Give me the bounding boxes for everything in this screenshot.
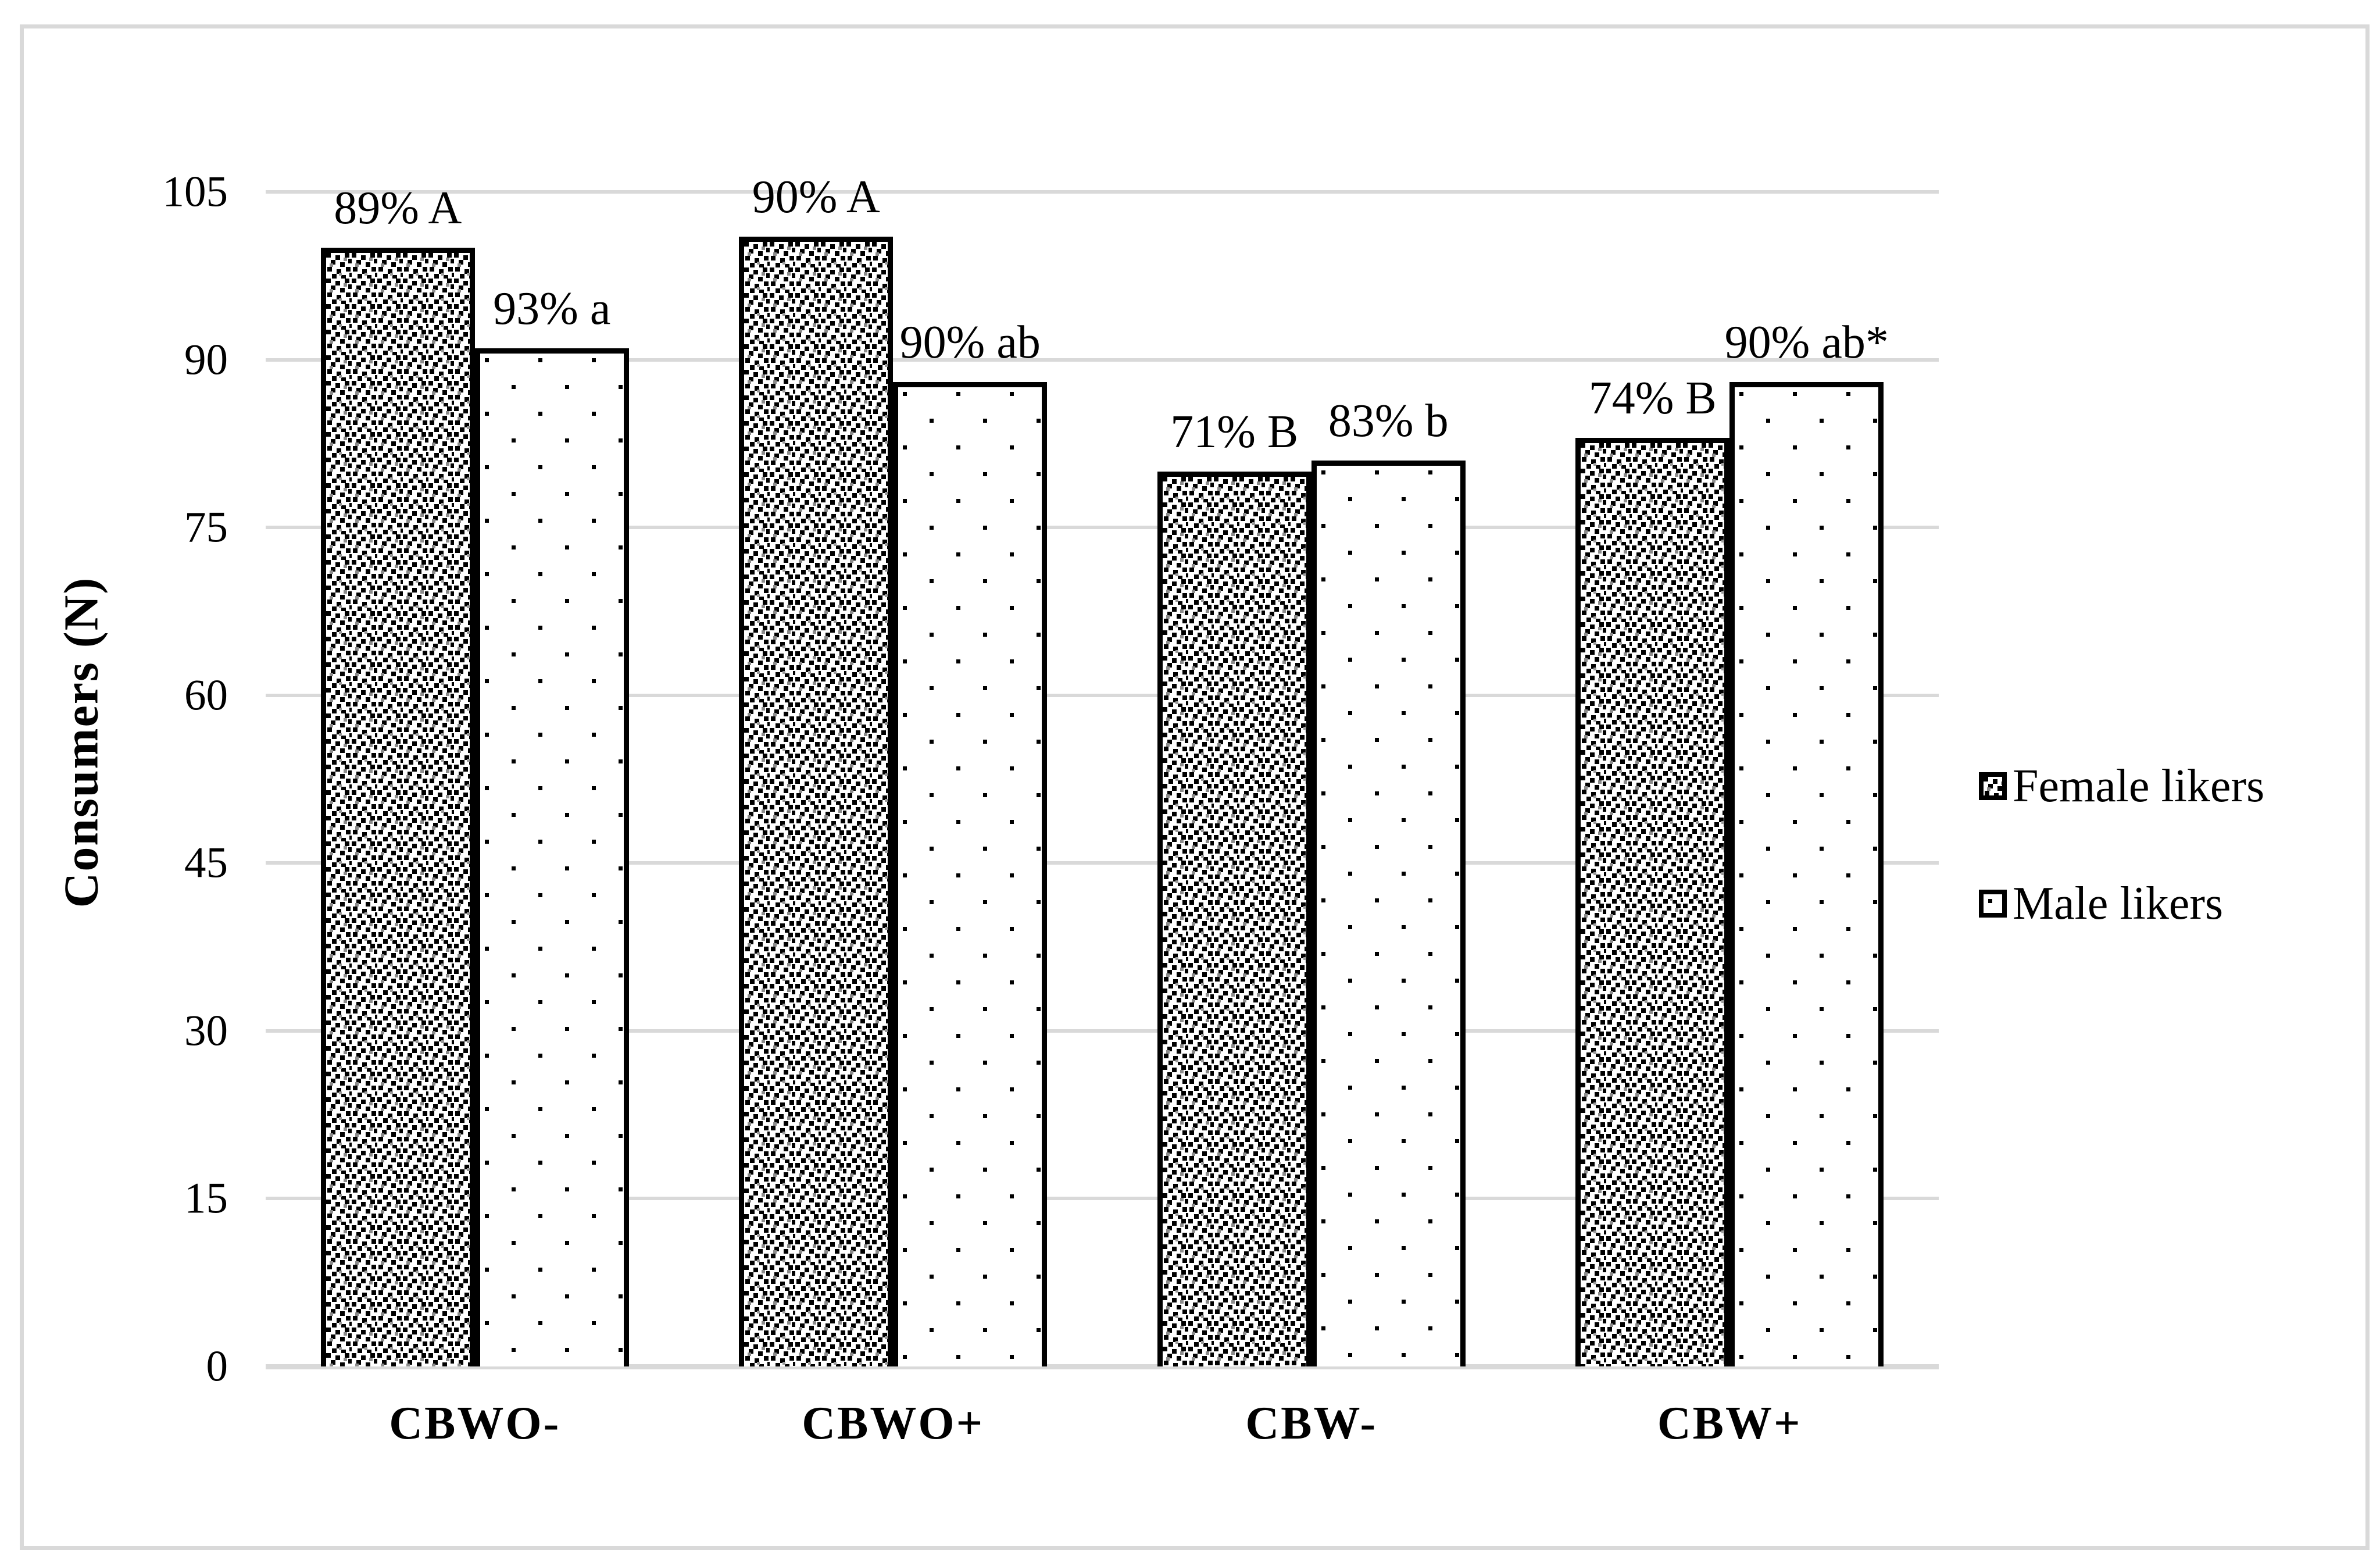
legend-swatch-male-pattern bbox=[1979, 890, 2007, 918]
x-category-label-CBW-: CBW- bbox=[1245, 1398, 1378, 1449]
gridline-y-75 bbox=[266, 526, 1939, 530]
legend-label-female: Female likers bbox=[2013, 761, 2265, 812]
x-category-label-CBWO+: CBWO+ bbox=[802, 1398, 985, 1449]
legend: Female likers Male likers bbox=[1979, 757, 2264, 933]
bar-value-label-male-CBWO-: 93% a bbox=[493, 283, 611, 335]
gridline-y-60 bbox=[266, 693, 1939, 697]
bar-value-label-female-CBWO-: 89% A bbox=[334, 183, 462, 234]
y-tick-label-105: 105 bbox=[162, 167, 228, 216]
x-category-label-CBW+: CBW+ bbox=[1657, 1398, 1802, 1449]
gridline-y-45 bbox=[266, 861, 1939, 865]
legend-label-male: Male likers bbox=[2013, 878, 2224, 929]
legend-item-female: Female likers bbox=[1979, 757, 2264, 815]
bar-male-CBWO+ bbox=[893, 382, 1048, 1366]
bar-value-label-male-CBW-: 83% b bbox=[1328, 395, 1449, 447]
x-category-label-CBWO-: CBWO- bbox=[389, 1398, 561, 1449]
bar-male-CBW- bbox=[1311, 460, 1466, 1366]
y-tick-label-30: 30 bbox=[184, 1007, 228, 1055]
y-tick-label-60: 60 bbox=[184, 671, 228, 720]
y-axis-title: Consumers (N) bbox=[54, 576, 109, 908]
y-tick-label-90: 90 bbox=[184, 336, 228, 384]
gridline-y-15 bbox=[266, 1197, 1939, 1201]
y-tick-label-15: 15 bbox=[184, 1174, 228, 1223]
bar-female-CBWO- bbox=[320, 248, 475, 1366]
bar-male-CBW+ bbox=[1729, 382, 1884, 1366]
bar-female-CBWO+ bbox=[739, 236, 894, 1366]
gridline-y-0 bbox=[266, 1364, 1939, 1369]
bar-value-label-female-CBW+: 74% B bbox=[1588, 373, 1717, 424]
bar-value-label-female-CBWO+: 90% A bbox=[752, 171, 880, 223]
gridline-y-105 bbox=[266, 190, 1939, 194]
bar-female-CBW+ bbox=[1575, 438, 1730, 1366]
legend-item-male: Male likers bbox=[1979, 875, 2264, 933]
gridline-y-90 bbox=[266, 358, 1939, 362]
y-tick-label-75: 75 bbox=[184, 503, 228, 552]
bar-value-label-female-CBW-: 71% B bbox=[1170, 406, 1299, 458]
y-tick-label-0: 0 bbox=[206, 1342, 228, 1391]
bar-male-CBWO- bbox=[474, 348, 629, 1366]
legend-swatch-female-pattern bbox=[1979, 772, 2007, 800]
y-tick-label-45: 45 bbox=[184, 838, 228, 887]
bar-value-label-male-CBWO+: 90% ab bbox=[899, 317, 1041, 369]
gridline-y-30 bbox=[266, 1029, 1939, 1033]
bar-value-label-male-CBW+: 90% ab* bbox=[1724, 317, 1889, 369]
bar-female-CBW- bbox=[1157, 471, 1311, 1366]
